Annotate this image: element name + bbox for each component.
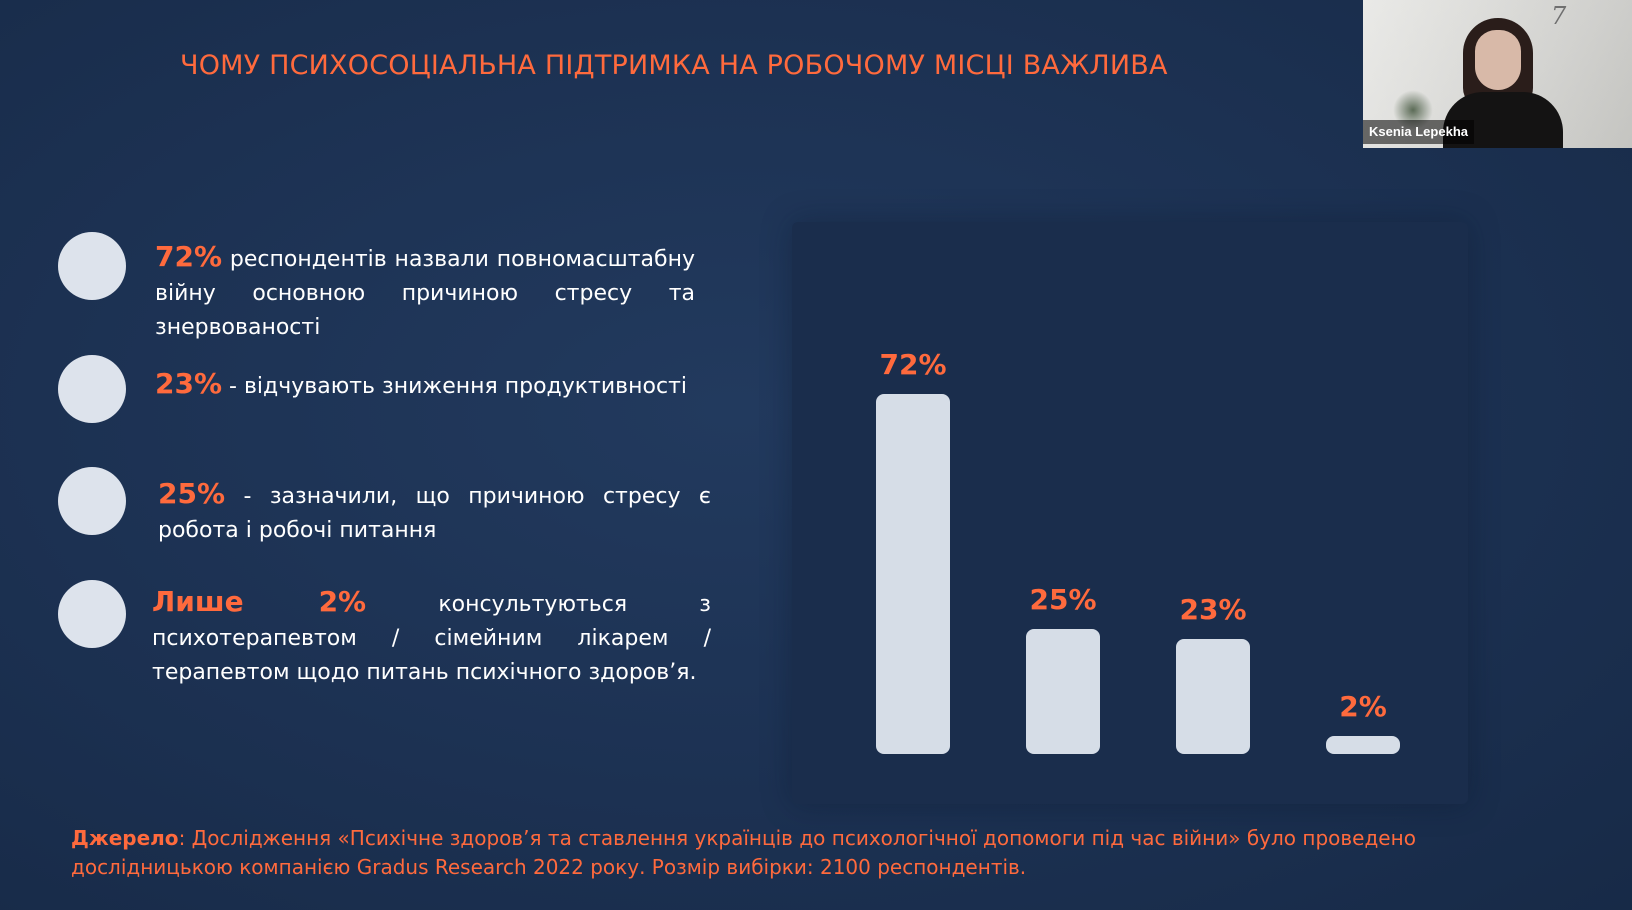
bar-chart: 72% 25% 23% 2%	[876, 348, 1400, 754]
bullet-text-1: 72% респондентів назвали повномасштабну …	[155, 240, 695, 345]
source-text: : Дослідження «Психічне здоров’я та став…	[71, 826, 1416, 879]
participant-face	[1475, 30, 1521, 90]
bullet-body-3: - зазначили, що причиною стресу є робота…	[158, 484, 711, 543]
bullet-highlight-3: 25%	[158, 477, 226, 510]
bar-label-3: 23%	[1179, 593, 1246, 626]
bullet-circle-3	[58, 467, 126, 535]
bullet-body-2: - відчувають зниження продуктивності	[222, 374, 688, 399]
bullet-text-2: 23% - відчувають зниження продуктивності	[155, 367, 715, 404]
bullet-body-4: консультуються з психотерапевтом / сімей…	[152, 592, 711, 685]
bullet-highlight-2: 23%	[155, 367, 223, 400]
bullet-text-3: 25% - зазначили, що причиною стресу є ро…	[158, 477, 711, 548]
wall-text: 7	[1551, 2, 1567, 30]
bullet-highlight-1: 72%	[155, 240, 223, 273]
bullet-body-1: респондентів назвали повномасштабну війн…	[155, 247, 695, 340]
bar-3	[1176, 639, 1250, 754]
slide-title: ЧОМУ ПСИХОСОЦІАЛЬНА ПІДТРИМКА НА РОБОЧОМ…	[180, 50, 1168, 81]
bar-label-4: 2%	[1339, 690, 1387, 723]
bullet-text-4: Лише 2% консультуються з психотерапевтом…	[152, 585, 711, 690]
participant-name-tag: Ksenia Lepekha	[1363, 120, 1474, 144]
bar-2	[1026, 629, 1100, 754]
bullet-circle-2	[58, 355, 126, 423]
bar-label-2: 25%	[1029, 583, 1096, 616]
bullet-circle-1	[58, 232, 126, 300]
source-note: Джерело: Дослідження «Психічне здоров’я …	[71, 824, 1531, 882]
bar-4	[1326, 736, 1400, 754]
bullet-highlight-4: Лише 2%	[152, 585, 367, 618]
bullet-circle-4	[58, 580, 126, 648]
bar-label-1: 72%	[879, 348, 946, 381]
bar-chart-panel: 72% 25% 23% 2%	[792, 222, 1468, 804]
bar-1	[876, 394, 950, 754]
participant-video-tile[interactable]: 7 Ksenia Lepekha	[1363, 0, 1632, 148]
source-label: Джерело	[71, 826, 179, 850]
